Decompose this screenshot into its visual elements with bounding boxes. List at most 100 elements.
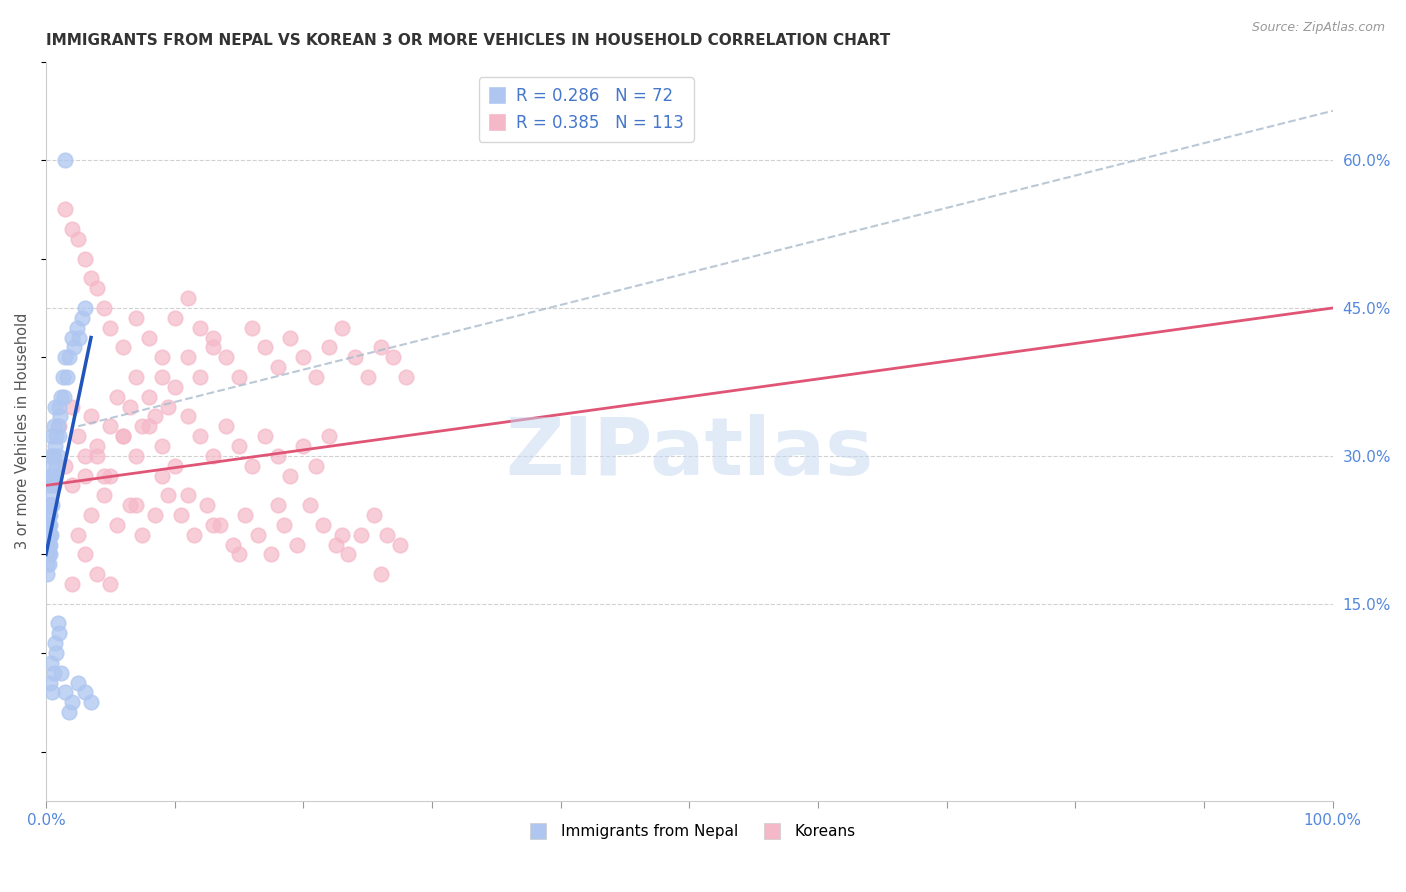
Koreans <box>105 517 128 532</box>
Koreans <box>118 400 141 414</box>
Immigrants from Nepal <box>42 478 65 492</box>
Immigrants from Nepal <box>67 675 90 690</box>
Koreans <box>266 498 288 512</box>
Koreans <box>235 508 257 522</box>
Immigrants from Nepal <box>49 409 72 424</box>
Koreans <box>318 429 340 443</box>
Koreans <box>60 478 83 492</box>
Immigrants from Nepal <box>46 419 69 434</box>
Koreans <box>73 252 96 266</box>
Koreans <box>98 468 121 483</box>
Koreans <box>80 271 103 285</box>
Immigrants from Nepal <box>42 419 65 434</box>
Immigrants from Nepal <box>80 695 103 709</box>
Immigrants from Nepal <box>67 330 90 344</box>
Immigrants from Nepal <box>38 527 60 541</box>
Immigrants from Nepal <box>58 705 80 719</box>
Immigrants from Nepal <box>45 458 67 473</box>
Immigrants from Nepal <box>38 548 60 562</box>
Koreans <box>343 351 366 365</box>
Koreans <box>86 439 108 453</box>
Koreans <box>138 330 160 344</box>
Koreans <box>298 498 321 512</box>
Immigrants from Nepal <box>39 498 62 512</box>
Koreans <box>388 537 411 551</box>
Immigrants from Nepal <box>38 517 60 532</box>
Koreans <box>131 419 153 434</box>
Immigrants from Nepal <box>73 685 96 699</box>
Koreans <box>163 380 186 394</box>
Koreans <box>292 351 315 365</box>
Koreans <box>337 548 360 562</box>
Legend: Immigrants from Nepal, Koreans: Immigrants from Nepal, Koreans <box>517 818 862 845</box>
Koreans <box>98 577 121 591</box>
Koreans <box>208 517 231 532</box>
Koreans <box>395 370 418 384</box>
Koreans <box>202 449 225 463</box>
Immigrants from Nepal <box>45 646 67 660</box>
Immigrants from Nepal <box>39 468 62 483</box>
Immigrants from Nepal <box>44 636 66 650</box>
Koreans <box>247 527 270 541</box>
Koreans <box>93 468 115 483</box>
Immigrants from Nepal <box>70 310 93 325</box>
Immigrants from Nepal <box>37 567 59 582</box>
Immigrants from Nepal <box>37 558 59 572</box>
Immigrants from Nepal <box>39 656 62 670</box>
Koreans <box>150 439 173 453</box>
Koreans <box>112 429 135 443</box>
Koreans <box>138 390 160 404</box>
Koreans <box>330 527 353 541</box>
Koreans <box>170 508 193 522</box>
Koreans <box>73 548 96 562</box>
Koreans <box>125 370 148 384</box>
Koreans <box>215 351 238 365</box>
Koreans <box>260 548 283 562</box>
Koreans <box>98 320 121 334</box>
Immigrants from Nepal <box>38 498 60 512</box>
Immigrants from Nepal <box>45 429 67 443</box>
Immigrants from Nepal <box>37 537 59 551</box>
Y-axis label: 3 or more Vehicles in Household: 3 or more Vehicles in Household <box>15 313 30 549</box>
Koreans <box>48 419 70 434</box>
Koreans <box>285 537 308 551</box>
Koreans <box>240 458 263 473</box>
Koreans <box>382 351 405 365</box>
Koreans <box>228 439 250 453</box>
Immigrants from Nepal <box>48 429 70 443</box>
Immigrants from Nepal <box>53 685 76 699</box>
Koreans <box>215 419 238 434</box>
Koreans <box>131 527 153 541</box>
Immigrants from Nepal <box>48 400 70 414</box>
Koreans <box>370 567 392 582</box>
Koreans <box>228 548 250 562</box>
Immigrants from Nepal <box>38 517 60 532</box>
Immigrants from Nepal <box>46 449 69 463</box>
Koreans <box>190 320 212 334</box>
Koreans <box>73 468 96 483</box>
Koreans <box>305 458 328 473</box>
Immigrants from Nepal <box>38 488 60 502</box>
Immigrants from Nepal <box>38 537 60 551</box>
Koreans <box>93 301 115 315</box>
Koreans <box>60 222 83 236</box>
Immigrants from Nepal <box>41 458 63 473</box>
Immigrants from Nepal <box>38 508 60 522</box>
Koreans <box>253 429 276 443</box>
Immigrants from Nepal <box>52 370 75 384</box>
Koreans <box>67 527 90 541</box>
Koreans <box>143 409 166 424</box>
Koreans <box>266 360 288 375</box>
Koreans <box>311 517 333 532</box>
Immigrants from Nepal <box>44 400 66 414</box>
Koreans <box>280 468 302 483</box>
Immigrants from Nepal <box>38 558 60 572</box>
Immigrants from Nepal <box>38 498 60 512</box>
Koreans <box>176 409 198 424</box>
Immigrants from Nepal <box>38 508 60 522</box>
Koreans <box>183 527 205 541</box>
Koreans <box>138 419 160 434</box>
Text: Source: ZipAtlas.com: Source: ZipAtlas.com <box>1251 21 1385 34</box>
Immigrants from Nepal <box>73 301 96 315</box>
Immigrants from Nepal <box>53 153 76 167</box>
